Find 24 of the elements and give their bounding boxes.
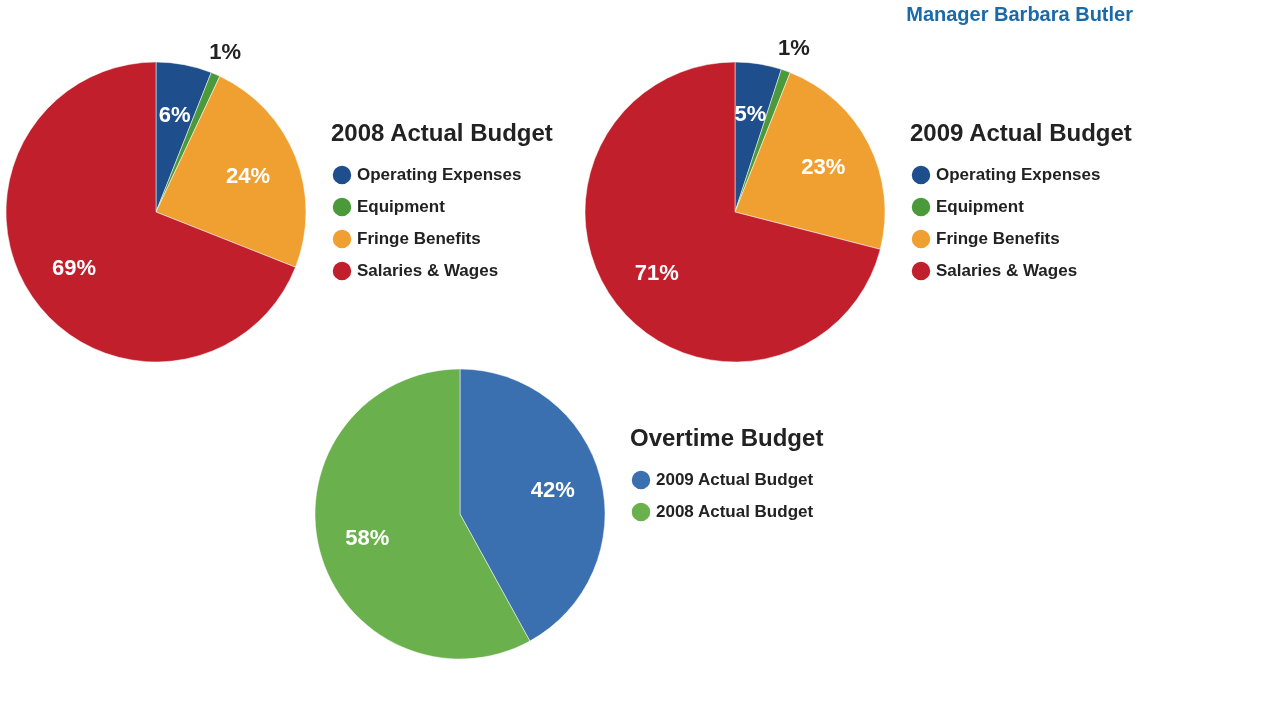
data-label: 71% bbox=[634, 259, 679, 285]
data-label: 69% bbox=[52, 254, 97, 280]
text: Overtime Budget bbox=[630, 424, 824, 451]
data-label: 42% bbox=[530, 477, 575, 503]
text: 2009 Actual Budget bbox=[910, 119, 1132, 146]
legend-label: 2008 Actual Budget bbox=[656, 502, 814, 521]
legend-label: Salaries & Wages bbox=[357, 261, 499, 280]
legend-label: Equipment bbox=[357, 197, 446, 216]
legend-label: Equipment bbox=[936, 197, 1025, 216]
legend-label: 2009 Actual Budget bbox=[656, 470, 814, 489]
data-label: 1% bbox=[778, 35, 810, 61]
data-label: 23% bbox=[801, 154, 846, 180]
data-label: 24% bbox=[226, 162, 271, 188]
text: Manager Barbara Butler bbox=[906, 3, 1134, 26]
legend-label: Operating Expenses bbox=[357, 165, 522, 184]
data-label: 1% bbox=[209, 39, 241, 65]
data-label: 58% bbox=[345, 524, 390, 550]
legend-label: Operating Expenses bbox=[936, 165, 1101, 184]
data-label: 6% bbox=[158, 101, 191, 127]
text: 2008 Actual Budget bbox=[331, 119, 553, 146]
legend-label: Fringe Benefits bbox=[357, 229, 481, 248]
data-label: 5% bbox=[734, 101, 767, 127]
legend-label: Salaries & Wages bbox=[936, 261, 1078, 280]
legend-label: Fringe Benefits bbox=[936, 229, 1060, 248]
